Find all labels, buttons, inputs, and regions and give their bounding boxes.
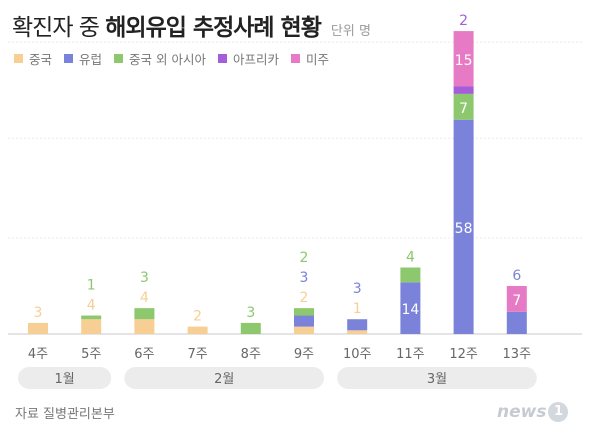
legend-item: 중국 외 아시아: [114, 49, 206, 68]
x-tick-label: 5주: [81, 347, 101, 362]
news1-logo: news 1: [497, 402, 569, 422]
x-tick-label: 10주: [343, 347, 372, 362]
data-label: 3: [140, 270, 149, 286]
legend-swatch: [217, 54, 227, 63]
month-label: 2월: [214, 372, 234, 387]
logo-text: news: [497, 402, 547, 422]
legend-item: 아프리카: [217, 49, 279, 68]
title-main: 해외유입 추정사례 현황: [105, 15, 322, 41]
month-label: 3월: [427, 372, 447, 387]
bar-segment: [453, 119, 474, 334]
data-label: 3: [34, 305, 43, 321]
bar-segment: [453, 86, 474, 94]
x-tick-label: 4주: [28, 347, 48, 362]
logo-badge: 1: [548, 402, 569, 422]
bar-segment: [400, 282, 421, 334]
chart-title: 확진자 중 해외유입 추정사례 현황 단위 명: [12, 8, 371, 42]
bar-segment: [294, 315, 314, 327]
bar-segment: [453, 31, 474, 87]
bar-segment: [453, 93, 474, 120]
data-label: 3: [353, 281, 362, 297]
x-tick-label: 11주: [396, 347, 425, 362]
bar-segment: [506, 311, 527, 334]
legend-item: 미주: [291, 49, 329, 68]
bar-segment: [187, 326, 208, 334]
legend-item: 중국: [14, 49, 52, 68]
bar-segment: [81, 319, 102, 334]
month-label: 1월: [54, 372, 74, 387]
data-label: 4: [140, 290, 149, 306]
data-label: 4: [87, 298, 96, 314]
legend-label: 유럽: [79, 52, 103, 67]
legend-swatch: [114, 54, 124, 63]
legend-swatch: [291, 54, 300, 63]
x-tick-label: 12주: [449, 347, 478, 362]
data-label: 7: [512, 293, 521, 309]
bar-segment: [134, 308, 155, 320]
legend-item: 유럽: [64, 49, 102, 68]
data-label: 6: [512, 268, 521, 284]
bar-segment: [28, 322, 48, 334]
stacked-bar-chart: 3 4주 4 1 5주 4 3 6주 2 7주 3 8주 2 3 2 9주 1 3 10주 14 4 11주 58 7 15 2 1…: [8, 13, 582, 389]
bar-segment: [400, 267, 421, 283]
month-band: [337, 367, 537, 389]
data-label: 15: [455, 53, 473, 69]
legend: 중국 유럽 중국 외 아시아 아프리카 미주: [14, 49, 341, 68]
title-prefix: 확진자 중: [12, 15, 100, 41]
bar-segment: [134, 319, 155, 334]
bar-segment: [294, 308, 314, 316]
legend-label: 아프리카: [232, 52, 279, 67]
data-label: 1: [353, 301, 362, 317]
unit-label: 단위 명: [330, 24, 371, 39]
legend-swatch: [14, 54, 23, 63]
x-tick-label: 8주: [241, 347, 261, 362]
data-label: 14: [401, 302, 419, 318]
x-tick-label: 9주: [294, 347, 314, 362]
legend-swatch: [64, 54, 74, 63]
data-label: 1: [87, 278, 96, 294]
data-label: 7: [459, 101, 468, 117]
data-label: 58: [455, 221, 473, 237]
data-label: 2: [300, 290, 309, 306]
bar-segment: [240, 322, 261, 334]
x-tick-label: 6주: [134, 347, 154, 362]
source-note: 자료 질병관리본부: [15, 407, 115, 422]
data-label: 2: [193, 309, 202, 325]
bar-segment: [347, 319, 368, 331]
bar-segment: [81, 315, 102, 320]
legend-label: 중국 외 아시아: [129, 52, 206, 67]
data-label: 3: [246, 305, 255, 321]
bar-segment: [294, 326, 314, 334]
month-band: [124, 367, 325, 389]
x-tick-label: 7주: [187, 347, 207, 362]
bar-segment: [506, 285, 527, 312]
data-label: 2: [300, 250, 309, 266]
data-label: 3: [300, 270, 309, 286]
data-label: 4: [406, 250, 415, 266]
x-tick-label: 13주: [503, 347, 532, 362]
bar-segment: [347, 330, 368, 334]
month-band: [18, 367, 112, 389]
data-label: 2: [459, 13, 468, 29]
legend-label: 중국: [29, 52, 53, 67]
legend-label: 미주: [306, 52, 330, 67]
